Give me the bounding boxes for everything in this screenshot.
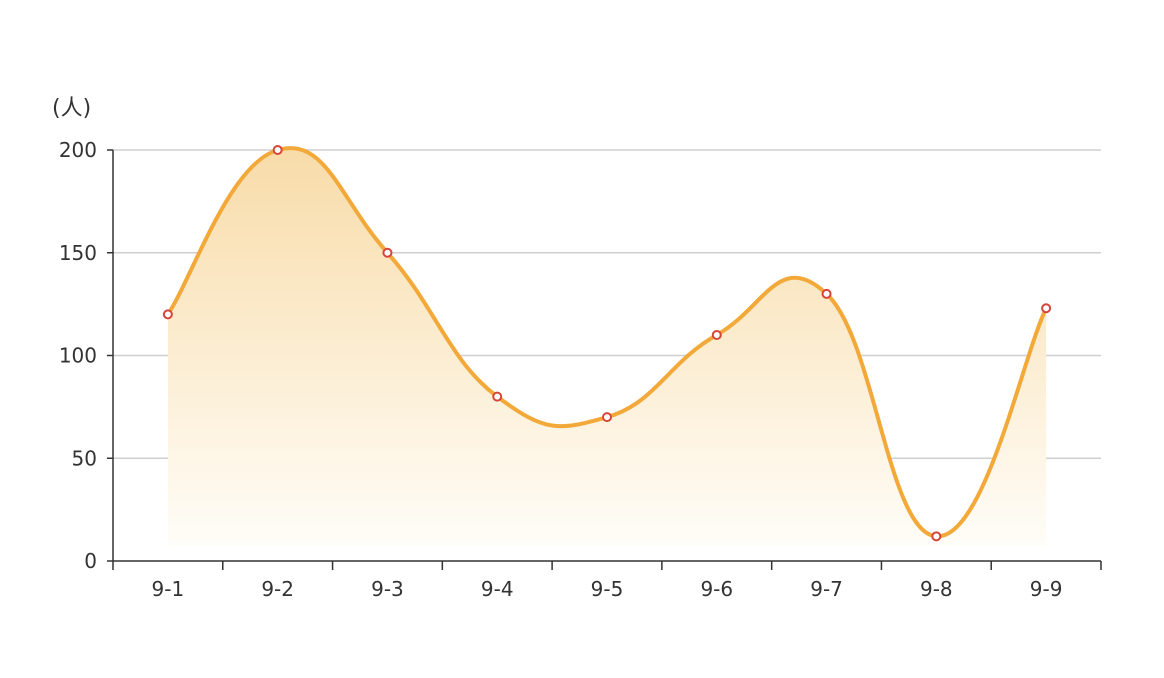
y-axis-unit-label: (人) — [52, 96, 91, 121]
y-tick-label-150: 150 — [59, 241, 97, 265]
y-tick-label-200: 200 — [59, 138, 97, 162]
x-tick-label-9-7: 9-7 — [810, 577, 843, 601]
data-point-9-8 — [931, 531, 942, 542]
data-point-9-5 — [602, 412, 612, 423]
x-tick-label-9-2: 9-2 — [261, 577, 294, 601]
x-tick-label-9-5: 9-5 — [591, 577, 624, 601]
x-tick-label-9-3: 9-3 — [371, 577, 404, 601]
data-point-9-1 — [162, 309, 173, 320]
data-points-layer — [162, 145, 1052, 542]
data-point-9-7 — [821, 288, 832, 299]
y-tick-label-100: 100 — [59, 344, 97, 368]
tick-labels-layer: 0 50 100 150 200 9-1 9-2 9-3 9-4 9-5 9-6 9-7 9-8 9-9 — [59, 138, 1063, 601]
axes-layer — [107, 149, 1102, 570]
data-point-9-3 — [382, 247, 393, 258]
area-fill-layer — [167, 148, 1047, 546]
x-tick-label-9-1: 9-1 — [152, 577, 185, 601]
series-area-fill — [167, 148, 1047, 546]
series-line — [165, 146, 1049, 539]
series-line-layer — [165, 146, 1049, 539]
data-point-9-9 — [1041, 303, 1052, 314]
y-tick-label-0: 0 — [84, 549, 97, 573]
y-tick-label-50: 50 — [72, 446, 97, 470]
x-tick-label-9-6: 9-6 — [700, 577, 733, 601]
x-tick-label-9-8: 9-8 — [920, 577, 953, 601]
data-point-9-2 — [272, 145, 283, 155]
x-tick-label-9-4: 9-4 — [481, 577, 514, 601]
data-point-9-6 — [711, 329, 722, 340]
x-tick-label-9-9: 9-9 — [1030, 577, 1063, 601]
data-point-9-4 — [492, 391, 503, 402]
